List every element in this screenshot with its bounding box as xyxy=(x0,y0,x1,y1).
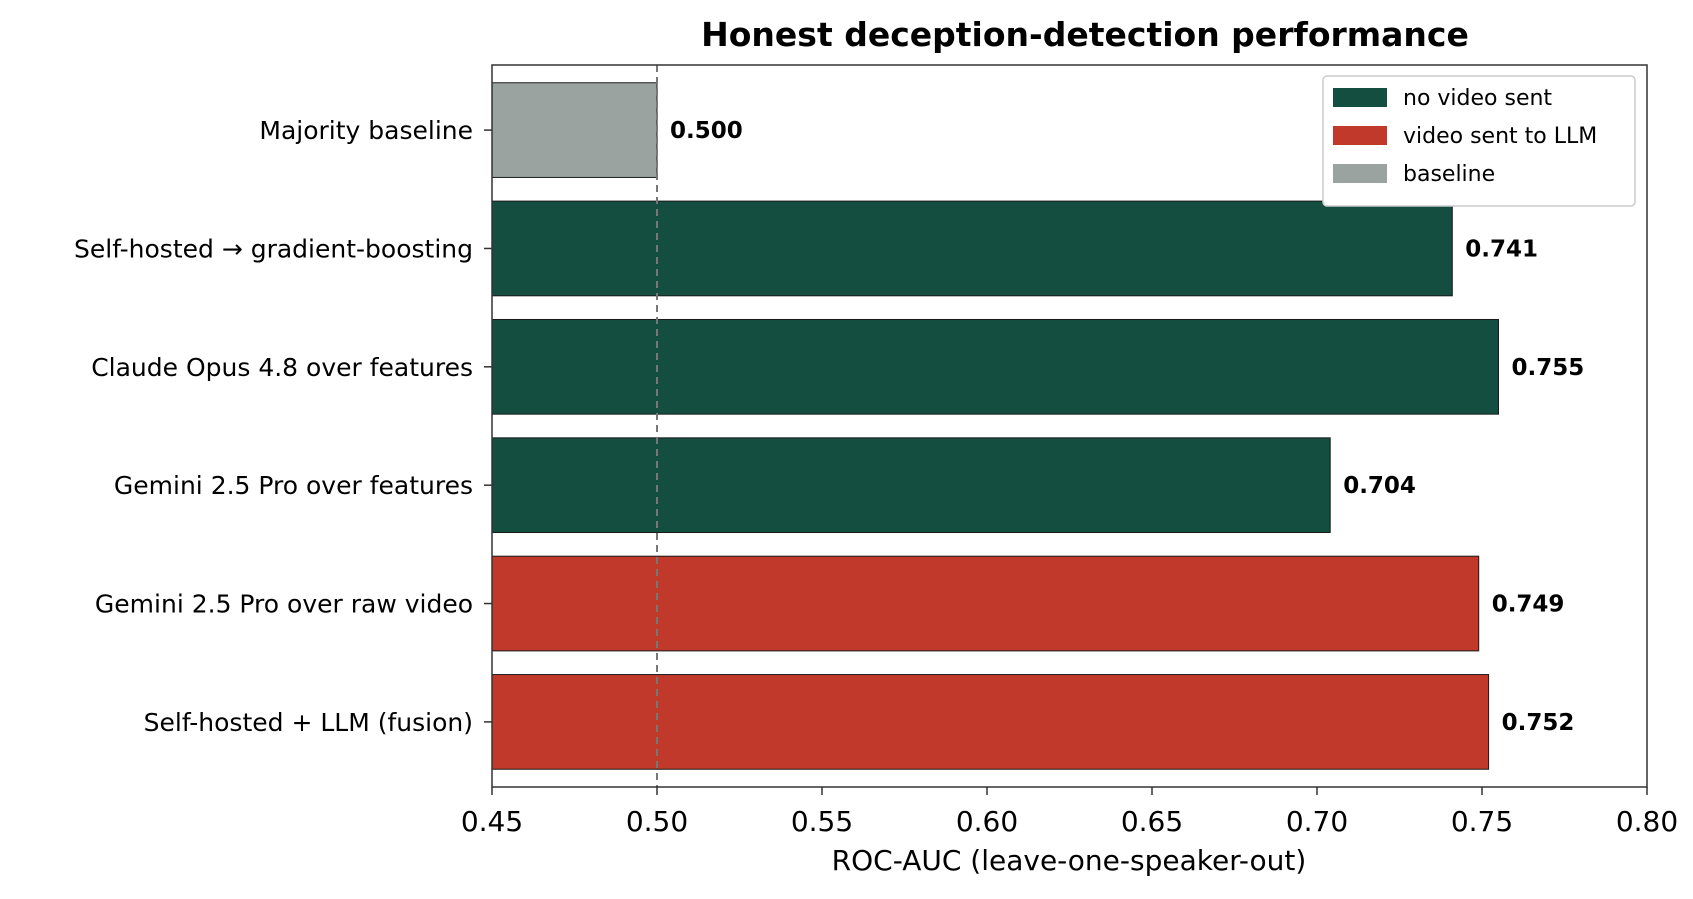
x-tick-label: 0.50 xyxy=(626,805,688,838)
y-axis: Majority baseline Self-hosted → gradient-… xyxy=(74,116,492,737)
x-tick-label: 0.55 xyxy=(791,805,853,838)
chart-title: Honest deception-detection performance xyxy=(701,15,1469,54)
legend-swatch xyxy=(1333,164,1387,183)
bar-value-label: 0.500 xyxy=(670,118,743,144)
category-label: Majority baseline xyxy=(259,116,473,145)
x-axis: 0.45 0.50 0.55 0.60 0.65 0.70 0.75 0.80 xyxy=(461,787,1678,838)
bar xyxy=(491,82,658,178)
bar-value-label: 0.752 xyxy=(1502,710,1575,736)
legend-label: baseline xyxy=(1403,162,1495,187)
legend-swatch xyxy=(1333,126,1387,145)
bar-value-label: 0.755 xyxy=(1512,355,1585,381)
category-label: Claude Opus 4.8 over features xyxy=(91,353,473,382)
category-label: Gemini 2.5 Pro over features xyxy=(114,471,473,500)
legend-label: video sent to LLM xyxy=(1403,124,1597,149)
bar-value-label: 0.741 xyxy=(1465,236,1538,262)
legend-label: no video sent xyxy=(1403,86,1552,111)
bar xyxy=(491,318,1499,415)
x-tick-label: 0.45 xyxy=(461,805,523,838)
x-tick-label: 0.65 xyxy=(1121,805,1183,838)
bar xyxy=(491,555,1480,652)
legend: no video sent video sent to LLM baseline xyxy=(1322,75,1636,207)
category-label: Gemini 2.5 Pro over raw video xyxy=(95,590,473,619)
legend-swatch xyxy=(1333,88,1387,107)
bar xyxy=(491,437,1331,534)
bar xyxy=(491,674,1490,770)
x-tick-label: 0.60 xyxy=(956,805,1018,838)
x-tick-label: 0.80 xyxy=(1616,805,1678,838)
x-tick-label: 0.75 xyxy=(1451,805,1513,838)
category-label: Self-hosted + LLM (fusion) xyxy=(144,708,473,737)
legend-box xyxy=(1322,75,1636,207)
plot-area-frame xyxy=(491,64,1648,788)
category-label: Self-hosted → gradient-boosting xyxy=(74,234,473,263)
bar-value-label: 0.704 xyxy=(1343,473,1416,499)
x-axis-label: ROC-AUC (leave-one-speaker-out) xyxy=(832,844,1307,877)
bar xyxy=(491,200,1453,297)
bar-value-label: 0.749 xyxy=(1492,592,1565,618)
x-tick-label: 0.70 xyxy=(1286,805,1348,838)
